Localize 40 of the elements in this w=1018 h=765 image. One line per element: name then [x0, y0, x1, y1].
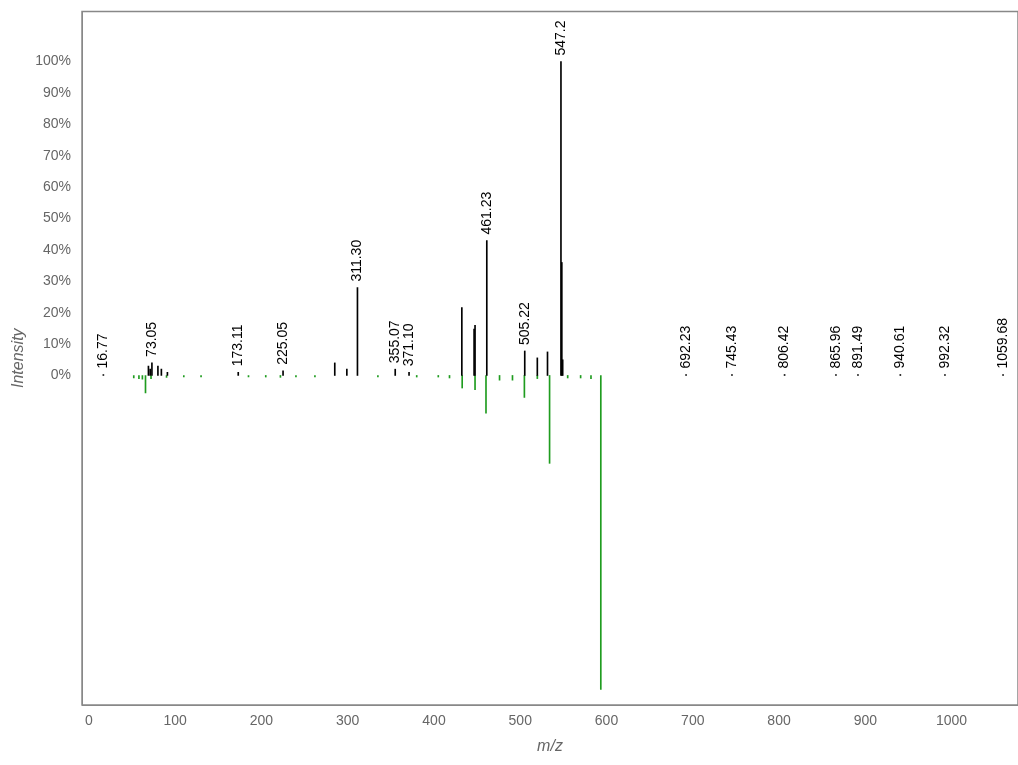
y-axis-title: Intensity [9, 327, 27, 388]
x-tick-label: 900 [853, 712, 878, 729]
x-tick-label: 1000 [936, 712, 968, 729]
y-tick-label: 90% [42, 83, 72, 100]
y-tick-label: 60% [42, 178, 72, 195]
x-tick-label: 0 [85, 712, 94, 729]
x-tick-label: 800 [767, 712, 791, 729]
x-tick-label: 700 [681, 712, 705, 729]
annotation: 505.22 [515, 301, 532, 345]
annotation: 173.11 [229, 324, 246, 367]
annotation: 461.23 [477, 191, 494, 235]
annotation: 311.30 [348, 239, 365, 282]
y-tick-label: 30% [42, 272, 72, 289]
annotation: 547.2 [551, 20, 568, 56]
x-axis-title: m/z [537, 736, 563, 754]
y-tick-label: 0% [50, 366, 72, 383]
annotation: 745.43 [722, 325, 739, 369]
y-tick-label: 50% [42, 209, 72, 226]
annotation: 940.61 [891, 325, 908, 369]
annotation: 865.96 [826, 325, 843, 369]
x-tick-label: 300 [336, 712, 360, 729]
y-tick-label: 70% [42, 146, 72, 163]
y-tick-label: 40% [42, 240, 72, 257]
annotation: 992.32 [935, 325, 952, 369]
annotation: 692.23 [676, 325, 693, 369]
annotation: 73.05 [142, 321, 159, 357]
y-tick-label: 100% [35, 52, 72, 69]
y-tick-label: 80% [42, 115, 72, 132]
x-tick-label: 100 [163, 712, 188, 729]
x-tick-label: 200 [249, 712, 274, 729]
annotation: 806.42 [775, 325, 792, 369]
y-tick-label: 20% [42, 303, 72, 320]
annotation: 16.77 [94, 333, 111, 369]
y-tick-label: 10% [42, 334, 72, 351]
annotation: 891.49 [848, 325, 865, 369]
x-tick-label: 400 [422, 712, 446, 729]
x-tick-label: 600 [594, 712, 619, 729]
annotation: 1059.68 [993, 317, 1010, 369]
x-tick-label: 500 [508, 712, 533, 729]
annotation: 225.05 [273, 321, 290, 365]
